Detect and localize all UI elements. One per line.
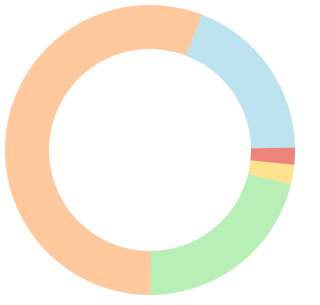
donut-segment xyxy=(248,160,295,185)
donut-segment xyxy=(4,4,202,295)
chart xyxy=(4,4,295,295)
donut-segment xyxy=(250,147,295,165)
donut-segment xyxy=(150,174,291,295)
donut-segment xyxy=(186,14,295,149)
page: {"chart_data": {"type": "donut", "values… xyxy=(4,4,295,295)
